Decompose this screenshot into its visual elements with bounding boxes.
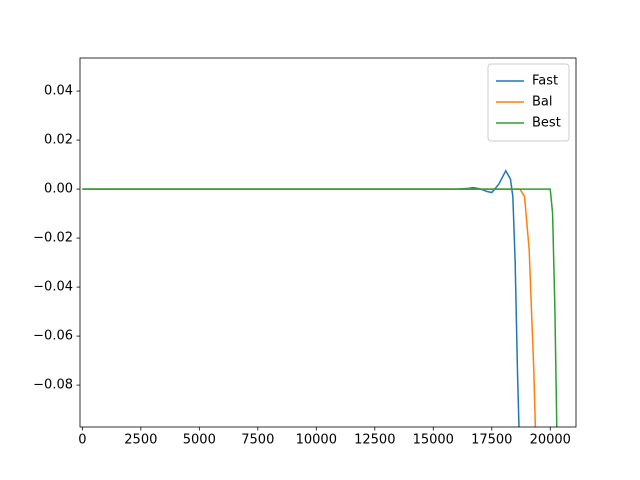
y-tick-label: 0.00 — [44, 182, 73, 197]
x-tick-label: 20000 — [530, 433, 571, 448]
x-tick-label: 15000 — [413, 433, 454, 448]
y-tick-label: −0.08 — [33, 378, 73, 393]
x-tick-label: 17500 — [471, 433, 512, 448]
legend-box — [487, 63, 570, 142]
legend-label: Fast — [532, 74, 558, 89]
x-tick-label: 2500 — [124, 433, 157, 448]
series-line — [82, 188, 537, 427]
plot-lines — [82, 169, 558, 427]
legend-label: Best — [532, 116, 561, 131]
y-tick-label: −0.06 — [33, 329, 73, 344]
series-line — [82, 169, 520, 427]
x-tick-label: 10000 — [296, 433, 337, 448]
x-tick-label: 5000 — [183, 433, 216, 448]
series-line — [82, 188, 558, 427]
x-tick-label: 0 — [78, 433, 86, 448]
y-tick-label: 0.04 — [44, 84, 73, 99]
x-tick-label: 12500 — [354, 433, 395, 448]
axes-frame — [79, 57, 577, 428]
x-tick-label: 7500 — [241, 433, 274, 448]
legend-label: Bal — [532, 95, 553, 110]
y-tick-label: −0.04 — [33, 280, 73, 295]
y-tick-label: 0.02 — [44, 133, 73, 148]
y-tick-label: −0.02 — [33, 231, 73, 246]
